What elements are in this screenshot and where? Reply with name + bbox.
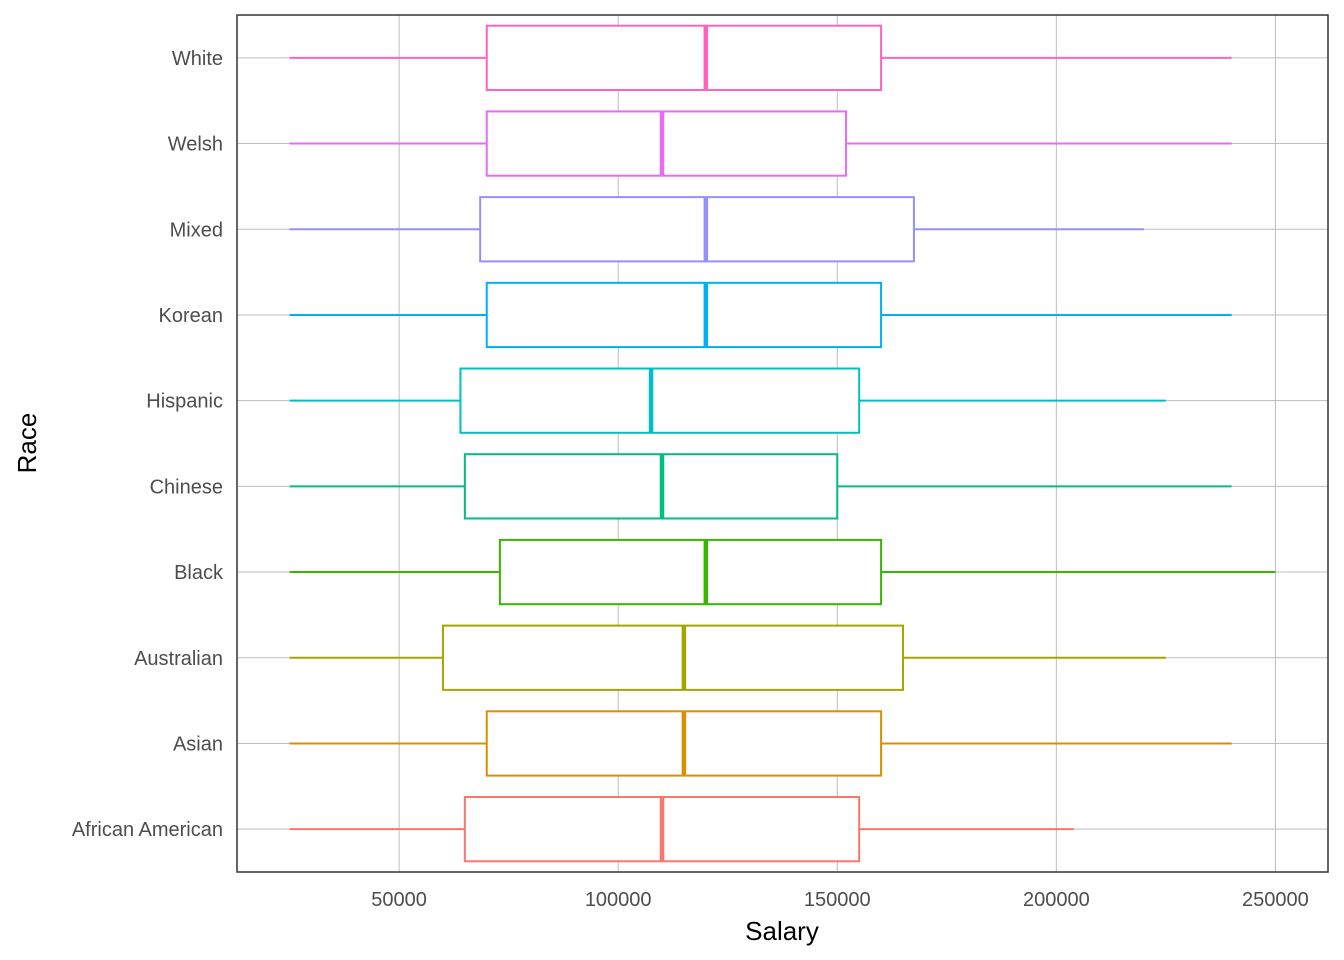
x-tick-label: 50000 — [371, 889, 427, 911]
box-australian — [289, 624, 1166, 691]
iqr-box — [459, 367, 861, 434]
box-welsh — [289, 110, 1232, 177]
iqr-box — [485, 24, 883, 91]
y-tick-label: Black — [174, 562, 224, 584]
box-asian — [289, 710, 1232, 777]
x-tick-label: 250000 — [1242, 889, 1309, 911]
y-tick-label: Hispanic — [146, 391, 223, 413]
y-tick-label: Australian — [134, 648, 223, 670]
boxes-layer — [289, 24, 1276, 863]
x-tick-label: 100000 — [585, 889, 652, 911]
box-chinese — [289, 453, 1232, 520]
iqr-box — [441, 624, 904, 691]
y-tick-label: Mixed — [170, 219, 223, 241]
box-hispanic — [289, 367, 1166, 434]
y-axis-title: Race — [12, 413, 42, 474]
y-tick-label: African American — [72, 819, 223, 841]
x-tick-label: 150000 — [804, 889, 871, 911]
y-tick-label: White — [172, 48, 223, 70]
box-mixed — [289, 196, 1144, 263]
iqr-box — [463, 453, 839, 520]
box-white — [289, 24, 1232, 91]
y-tick-label: Welsh — [168, 134, 223, 156]
x-tick-label: 200000 — [1023, 889, 1090, 911]
iqr-box — [479, 196, 915, 263]
iqr-box — [485, 110, 848, 177]
x-axis-title: Salary — [745, 916, 819, 946]
y-tick-labels: African American Asian Australian Black Chin… — [72, 48, 224, 841]
x-tick-labels: 50000 100000 150000 200000 250000 — [371, 889, 1308, 911]
y-tick-label: Chinese — [150, 476, 223, 498]
box-black — [289, 538, 1276, 606]
box-african-american — [289, 796, 1074, 863]
iqr-box — [485, 281, 883, 349]
iqr-box — [498, 538, 883, 606]
box-korean — [289, 281, 1232, 349]
y-tick-label: Asian — [173, 733, 223, 755]
panel-border — [236, 14, 1329, 873]
y-tick-label: Korean — [159, 305, 224, 327]
